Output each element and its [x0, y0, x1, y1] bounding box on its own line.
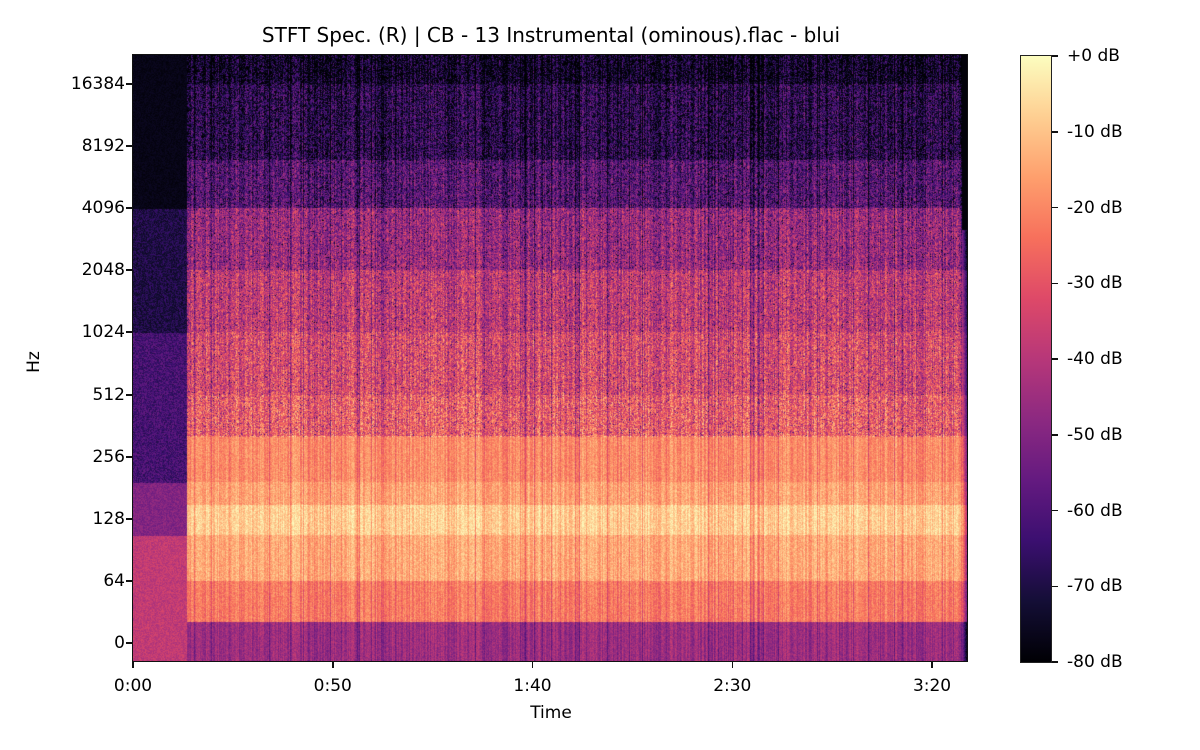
x-tick-mark: [931, 662, 933, 668]
y-tick-label: 4096: [81, 198, 125, 218]
colorbar-tick-label: -60 dB: [1067, 500, 1123, 521]
y-tick-label: 256: [92, 447, 125, 467]
colorbar-tick-label: +0 dB: [1067, 46, 1120, 66]
colorbar-tick-label: -20 dB: [1067, 197, 1123, 218]
colorbar-tick-mark: [1052, 585, 1058, 587]
x-tick-mark: [531, 662, 534, 668]
colorbar-tick-label: -70 dB: [1067, 576, 1123, 597]
colorbar-tick-mark: [1052, 358, 1058, 360]
colorbar-tick-mark: [1052, 509, 1058, 512]
x-tick-mark: [332, 662, 334, 668]
y-tick-label: 0: [114, 633, 125, 653]
colorbar-tick-label: -40 dB: [1067, 349, 1123, 369]
x-tick-label: 0:00: [113, 676, 153, 696]
colorbar-tick-label: -30 dB: [1067, 273, 1123, 294]
y-tick-mark: [126, 456, 132, 458]
y-tick-mark: [126, 269, 132, 271]
chart-title: STFT Spec. (R) | CB - 13 Instrumental (o…: [261, 23, 841, 47]
y-tick-label: 16384: [70, 74, 125, 94]
x-tick-label: 1:40: [513, 676, 552, 696]
y-tick-label: 128: [92, 509, 125, 529]
colorbar: [1020, 55, 1052, 663]
y-tick-mark: [126, 518, 132, 520]
colorbar-tick-mark: [1052, 661, 1058, 663]
y-tick-mark: [126, 331, 132, 333]
y-tick-label: 2048: [81, 260, 125, 280]
y-tick-mark: [126, 145, 132, 147]
colorbar-tick-label: -80 dB: [1067, 652, 1123, 672]
colorbar-tick-mark: [1052, 206, 1058, 209]
y-tick-mark: [126, 580, 132, 582]
y-axis-label: Hz: [24, 351, 44, 373]
colorbar-tick-mark: [1052, 55, 1058, 57]
spectrogram-plot-area: [132, 54, 968, 662]
x-tick-label: 0:50: [313, 676, 352, 696]
y-tick-label: 64: [103, 571, 125, 591]
colorbar-tick-mark: [1052, 282, 1058, 284]
colorbar-tick-mark: [1052, 131, 1058, 133]
colorbar-tick-mark: [1052, 434, 1058, 436]
x-axis-label: Time: [530, 703, 572, 723]
y-tick-label: 8192: [81, 136, 125, 156]
spectrogram-image: [133, 55, 967, 661]
x-tick-label: 3:20: [912, 676, 952, 696]
colorbar-tick-label: -50 dB: [1067, 424, 1123, 445]
y-tick-label: 512: [92, 385, 125, 405]
y-tick-mark: [126, 394, 132, 396]
y-tick-label: 1024: [81, 322, 125, 342]
x-tick-label: 2:30: [713, 676, 752, 696]
y-tick-mark: [126, 83, 132, 85]
y-tick-mark: [126, 642, 132, 644]
x-tick-mark: [731, 662, 734, 668]
y-tick-mark: [126, 207, 132, 209]
colorbar-tick-label: -10 dB: [1067, 121, 1123, 142]
x-tick-mark: [132, 662, 134, 668]
